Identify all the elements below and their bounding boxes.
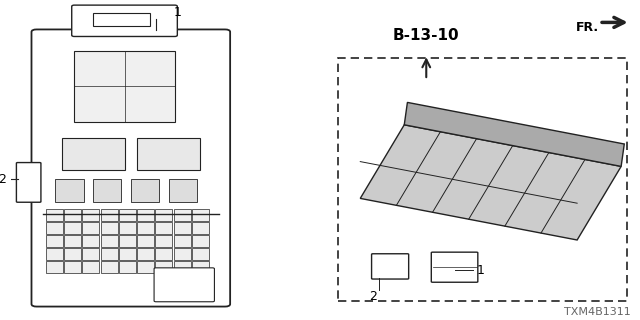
Bar	[156, 261, 172, 273]
Bar	[100, 235, 118, 247]
Bar	[46, 235, 63, 247]
Bar	[83, 235, 99, 247]
Bar	[83, 248, 99, 260]
Text: B-13-10: B-13-10	[393, 28, 460, 43]
Bar	[100, 209, 118, 221]
Bar	[61, 138, 125, 170]
Text: 1: 1	[174, 6, 182, 19]
Bar	[93, 179, 122, 202]
Bar	[83, 222, 99, 234]
Bar	[137, 209, 154, 221]
Bar	[119, 222, 136, 234]
Bar	[46, 222, 63, 234]
Bar	[192, 209, 209, 221]
Bar	[173, 248, 191, 260]
Bar	[173, 235, 191, 247]
Bar	[119, 248, 136, 260]
Bar	[156, 222, 172, 234]
Bar	[56, 179, 84, 202]
Bar	[64, 261, 81, 273]
FancyBboxPatch shape	[372, 254, 409, 279]
Bar	[173, 222, 191, 234]
Bar	[64, 209, 81, 221]
FancyBboxPatch shape	[31, 29, 230, 307]
Text: 1: 1	[477, 264, 484, 277]
Text: 2: 2	[0, 173, 6, 186]
Polygon shape	[404, 102, 624, 166]
Bar	[119, 209, 136, 221]
FancyBboxPatch shape	[431, 252, 478, 282]
Bar	[119, 261, 136, 273]
Bar	[119, 235, 136, 247]
Bar	[137, 248, 154, 260]
Bar	[192, 261, 209, 273]
Bar	[74, 51, 175, 122]
Bar	[137, 235, 154, 247]
Bar	[173, 209, 191, 221]
Bar	[192, 235, 209, 247]
Bar	[93, 13, 150, 26]
Bar	[100, 261, 118, 273]
Bar	[137, 261, 154, 273]
Bar	[168, 179, 197, 202]
Bar	[83, 261, 99, 273]
Polygon shape	[360, 125, 621, 240]
Bar	[100, 248, 118, 260]
Bar	[64, 235, 81, 247]
Bar	[46, 261, 63, 273]
Bar	[131, 179, 159, 202]
Bar	[192, 222, 209, 234]
Bar	[156, 248, 172, 260]
Bar	[100, 222, 118, 234]
Bar	[64, 248, 81, 260]
Bar	[46, 209, 63, 221]
Text: FR.: FR.	[576, 21, 599, 34]
Bar	[137, 138, 200, 170]
Bar	[137, 222, 154, 234]
Bar	[46, 248, 63, 260]
FancyBboxPatch shape	[72, 5, 177, 36]
Bar	[83, 209, 99, 221]
Text: 2: 2	[369, 290, 377, 303]
Bar	[156, 209, 172, 221]
FancyBboxPatch shape	[154, 268, 214, 302]
Bar	[64, 222, 81, 234]
Bar	[192, 248, 209, 260]
Text: TXM4B1311: TXM4B1311	[564, 307, 630, 317]
Bar	[339, 58, 627, 301]
Bar	[156, 235, 172, 247]
FancyBboxPatch shape	[17, 163, 41, 202]
Bar	[173, 261, 191, 273]
